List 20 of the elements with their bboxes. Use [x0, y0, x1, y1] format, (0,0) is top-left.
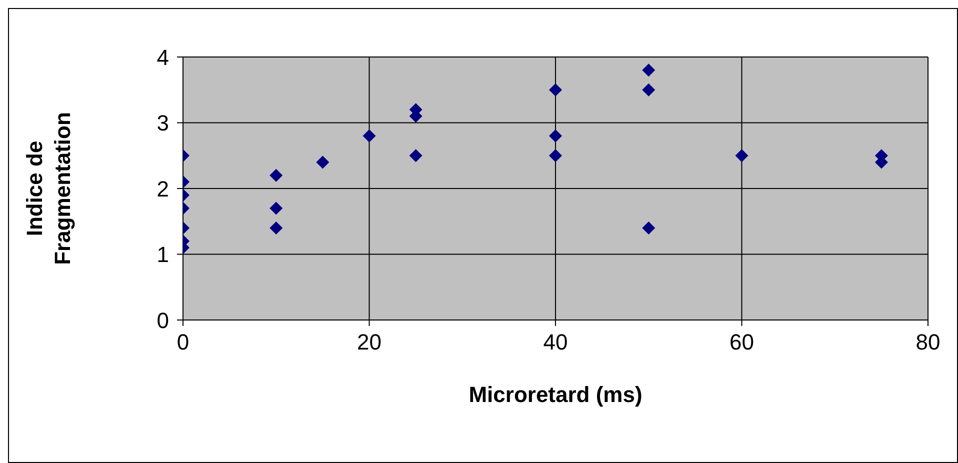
point: [549, 83, 562, 96]
x-tick-label: 40: [543, 330, 568, 355]
x-tick-label: 0: [176, 330, 190, 355]
point: [549, 129, 562, 142]
point: [735, 149, 748, 162]
y-tick-label: 0: [156, 308, 169, 333]
point: [642, 83, 656, 96]
y-tick-label: 2: [156, 176, 169, 202]
point: [549, 149, 562, 162]
x-tick-label: 60: [730, 330, 754, 355]
y-axis-title: Indice de Fragmentation: [22, 112, 75, 265]
x-tick-label: 20: [357, 330, 382, 355]
point: [409, 149, 422, 162]
point: [642, 221, 656, 234]
point: [642, 64, 656, 77]
x-axis-title: Microretard (ms): [468, 382, 642, 407]
y-tick-label: 1: [156, 242, 169, 268]
y-tick-label: 4: [156, 44, 169, 70]
y-tick-label: 3: [156, 110, 169, 136]
x-tick-label: 80: [916, 330, 940, 355]
